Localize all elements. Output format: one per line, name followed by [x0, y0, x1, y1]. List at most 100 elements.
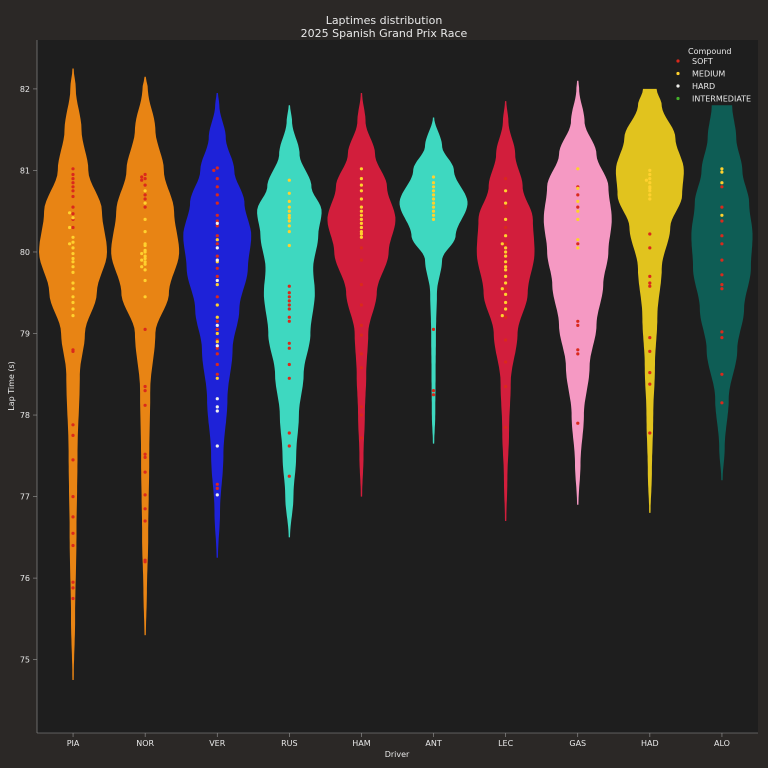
lap-point: [71, 586, 75, 590]
lap-point: [359, 258, 363, 262]
lap-point: [359, 235, 363, 239]
lap-point: [71, 531, 75, 535]
lap-point: [359, 213, 363, 217]
x-tick-label: GAS: [569, 739, 586, 748]
lap-point: [576, 421, 580, 425]
lap-point: [71, 240, 75, 244]
lap-point: [287, 346, 291, 350]
lap-point: [720, 401, 724, 405]
lap-point: [215, 444, 219, 448]
chart-title: Laptimes distribution: [326, 14, 443, 27]
lap-point: [143, 262, 147, 266]
lap-point: [143, 243, 147, 248]
lap-point: [71, 225, 75, 230]
lap-point: [359, 405, 363, 409]
lap-point: [287, 230, 291, 234]
lap-point: [215, 246, 219, 250]
lap-point: [215, 283, 219, 287]
lap-point: [143, 519, 147, 523]
lap-point: [287, 219, 291, 223]
lap-point: [287, 299, 291, 303]
lap-point: [504, 338, 508, 342]
lap-point: [215, 258, 219, 262]
lap-point: [504, 225, 508, 230]
lap-point: [287, 319, 291, 323]
lap-point: [287, 216, 291, 220]
lap-point: [504, 260, 508, 264]
lap-point: [720, 219, 724, 223]
lap-point: [359, 189, 363, 193]
x-tick-label: PIA: [67, 739, 80, 748]
lap-point: [143, 384, 147, 389]
lap-point: [359, 209, 363, 213]
lap-point: [68, 225, 72, 230]
lap-point: [215, 344, 219, 348]
lap-point: [431, 213, 436, 217]
lap-point: [287, 341, 291, 345]
lap-point: [644, 178, 649, 182]
violin-gas: [543, 80, 612, 505]
lap-point: [71, 181, 75, 185]
x-tick-label: NOR: [136, 739, 154, 748]
lap-point: [143, 205, 147, 209]
lap-point: [71, 212, 75, 216]
lap-point: [287, 376, 291, 380]
lap-point: [648, 181, 652, 185]
lap-point: [71, 458, 75, 462]
lap-point: [215, 266, 219, 270]
lap-point: [143, 278, 147, 283]
y-tick-label: 75: [20, 656, 30, 665]
lap-point: [71, 235, 75, 239]
lap-point: [215, 352, 219, 356]
lap-point: [648, 382, 652, 386]
lap-point: [431, 327, 436, 331]
lap-point: [431, 393, 436, 397]
lap-point: [504, 234, 508, 238]
y-tick-label: 76: [20, 574, 30, 583]
legend-marker-intermediate: [676, 96, 680, 101]
lap-point: [143, 193, 147, 197]
lap-point: [71, 295, 75, 299]
lap-point: [500, 242, 504, 246]
lap-point: [143, 172, 147, 177]
lap-point: [143, 189, 147, 193]
lap-point: [215, 238, 219, 242]
lap-point: [576, 246, 580, 250]
lap-point: [215, 213, 219, 217]
lap-point: [215, 193, 219, 197]
violin-pia: [39, 68, 107, 681]
y-tick-label: 79: [20, 330, 30, 339]
lap-point: [215, 405, 219, 409]
lap-point: [359, 183, 363, 187]
lap-point: [287, 474, 291, 478]
lap-point: [215, 254, 219, 258]
y-tick-label: 80: [20, 248, 30, 257]
lap-point: [504, 250, 508, 254]
violin-had: [615, 88, 684, 513]
lap-point: [431, 201, 436, 205]
lap-point: [287, 178, 291, 182]
lap-point: [287, 307, 291, 311]
lap-point: [143, 452, 147, 456]
lap-point: [143, 560, 147, 564]
lap-point: [71, 543, 75, 548]
lap-point: [71, 281, 75, 285]
y-tick-label: 78: [20, 411, 30, 420]
lap-point: [359, 221, 363, 225]
x-tick-label: VER: [209, 739, 226, 748]
lap-point: [720, 273, 724, 277]
swarm-layer: [68, 166, 724, 601]
lap-point: [287, 191, 291, 195]
lap-point: [143, 507, 147, 511]
lap-point: [648, 281, 652, 285]
lap-point: [140, 178, 144, 182]
lap-point: [504, 242, 508, 246]
lap-point: [215, 219, 219, 223]
lap-point: [359, 323, 363, 327]
lap-point: [648, 431, 652, 435]
lap-point: [140, 265, 144, 269]
lap-point: [143, 493, 147, 497]
violin-layer: [39, 68, 753, 681]
lap-point: [431, 175, 436, 179]
lap-point: [720, 258, 724, 262]
